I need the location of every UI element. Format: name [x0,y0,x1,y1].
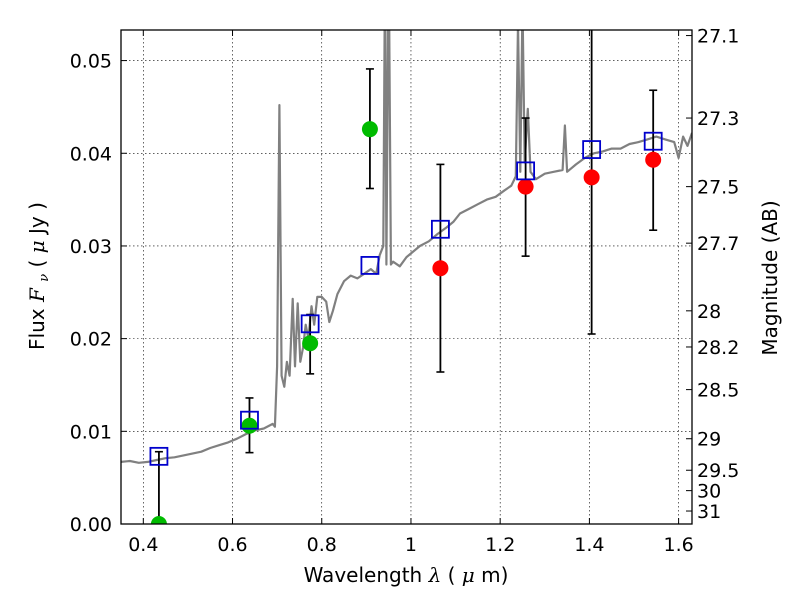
x-tick-label: 1 [405,534,417,556]
y2-tick-label: 27.7 [697,233,739,255]
y-tick-label: 0.00 [70,514,112,536]
y2-tick-label: 28.2 [697,337,739,359]
model-square-marker [643,131,663,151]
y-tick-labels: 0.00 0.01 0.02 0.03 0.04 0.05 [70,51,112,536]
x-tick-label: 1.4 [574,534,604,556]
x-axis-title-symbol: λ [428,563,442,587]
model-spectrum-layer [121,30,692,464]
y-axis-title-symbol: F [25,287,49,303]
axis-ticks [121,30,692,525]
y2-tick-label: 27.5 [697,177,739,199]
x-axis-title-unit: m) [481,563,508,587]
model-square-marker [582,140,602,159]
y2-axis-title: Magnitude (AB) [758,200,782,355]
x-axis-title-mu: μ [462,563,475,587]
y2-tick-label: 28 [697,301,721,323]
x-axis-title-paren: ( [448,563,456,587]
y2-tick-label: 27.1 [697,26,739,48]
y-axis-title-mu: μ [25,240,49,253]
x-tick-label: 1.6 [664,534,694,556]
data-points-layer [149,121,663,524]
y2-tick-label: 27.3 [697,108,739,130]
plot-background [121,30,692,524]
red-data-point [517,178,534,195]
y-tick-label: 0.04 [70,143,112,165]
green-data-point [150,516,167,524]
y-axis-title-subscript: ν [37,274,52,282]
model-square-marker [240,410,259,430]
x-tick-label: 1.2 [485,534,515,556]
x-tick-labels: 0.4 0.6 0.8 1 1.2 1.4 1.6 [128,534,694,556]
model-square-marker [360,256,380,275]
green-data-point [302,335,319,352]
x-tick-label: 0.8 [307,534,337,556]
model-square-marker [431,219,450,239]
model-square-marker [149,446,169,466]
y-axis-title-unit: Jy ) [25,202,49,236]
red-data-point [432,260,449,277]
y-tick-label: 0.02 [70,329,112,351]
y2-tick-label: 29 [697,429,721,451]
plot-border [120,29,693,525]
model-square-marker [300,314,320,334]
y2-tick-label: 31 [697,501,721,523]
y2-tick-label: 29.5 [697,460,739,482]
spectrum-line [121,30,692,464]
x-axis-title-text: Wavelength [304,563,429,587]
y-axis-title: Flux F ν ( μ Jy ) [25,202,53,350]
model-square-marker [516,161,536,181]
x-tick-label: 0.6 [217,534,247,556]
x-axis-title: Wavelength λ ( μ m) [304,563,509,587]
y-tick-label: 0.05 [70,51,112,73]
green-data-point [241,417,258,434]
y2-tick-label: 28.5 [697,380,739,402]
x-tick-label: 0.4 [128,534,158,556]
red-data-point [645,151,662,168]
y-tick-label: 0.03 [70,236,112,258]
y2-tick-label: 30 [697,481,721,503]
y-tick-label: 0.01 [70,421,112,443]
green-data-point [361,121,378,138]
y-axis-title-text: Flux [25,302,49,350]
red-data-point [583,169,600,186]
y-axis-title-paren: ( [25,253,49,267]
